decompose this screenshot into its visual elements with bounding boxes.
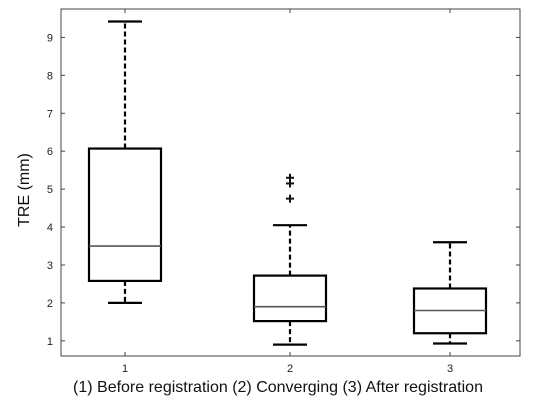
boxes-group xyxy=(87,20,488,346)
x-tick-label: 1 xyxy=(122,363,128,375)
iqr-box xyxy=(252,274,328,323)
y-tick-label: 6 xyxy=(47,146,53,158)
y-tick-label: 8 xyxy=(47,70,53,82)
box-1 xyxy=(87,20,163,305)
y-tick-label: 2 xyxy=(47,298,53,310)
y-axis-title: TRE (mm) xyxy=(16,153,33,227)
y-tick-label: 5 xyxy=(47,184,53,196)
x-axis-title: (1) Before registration (2) Converging (… xyxy=(73,379,483,396)
x-tick-label: 3 xyxy=(447,363,453,375)
y-tick-label: 3 xyxy=(47,260,53,272)
box-2 xyxy=(252,173,328,346)
box-3 xyxy=(412,241,488,345)
y-tick-label: 9 xyxy=(47,32,53,44)
iqr-box xyxy=(87,147,163,283)
y-tick-label: 4 xyxy=(47,222,53,234)
x-axis-ticks: 1 2 3 xyxy=(122,9,453,375)
y-axis-ticks: 1 2 3 4 5 6 7 8 9 xyxy=(47,32,520,348)
y-tick-label: 7 xyxy=(47,108,53,120)
y-tick-label: 1 xyxy=(47,336,53,348)
x-tick-label: 2 xyxy=(287,363,293,375)
